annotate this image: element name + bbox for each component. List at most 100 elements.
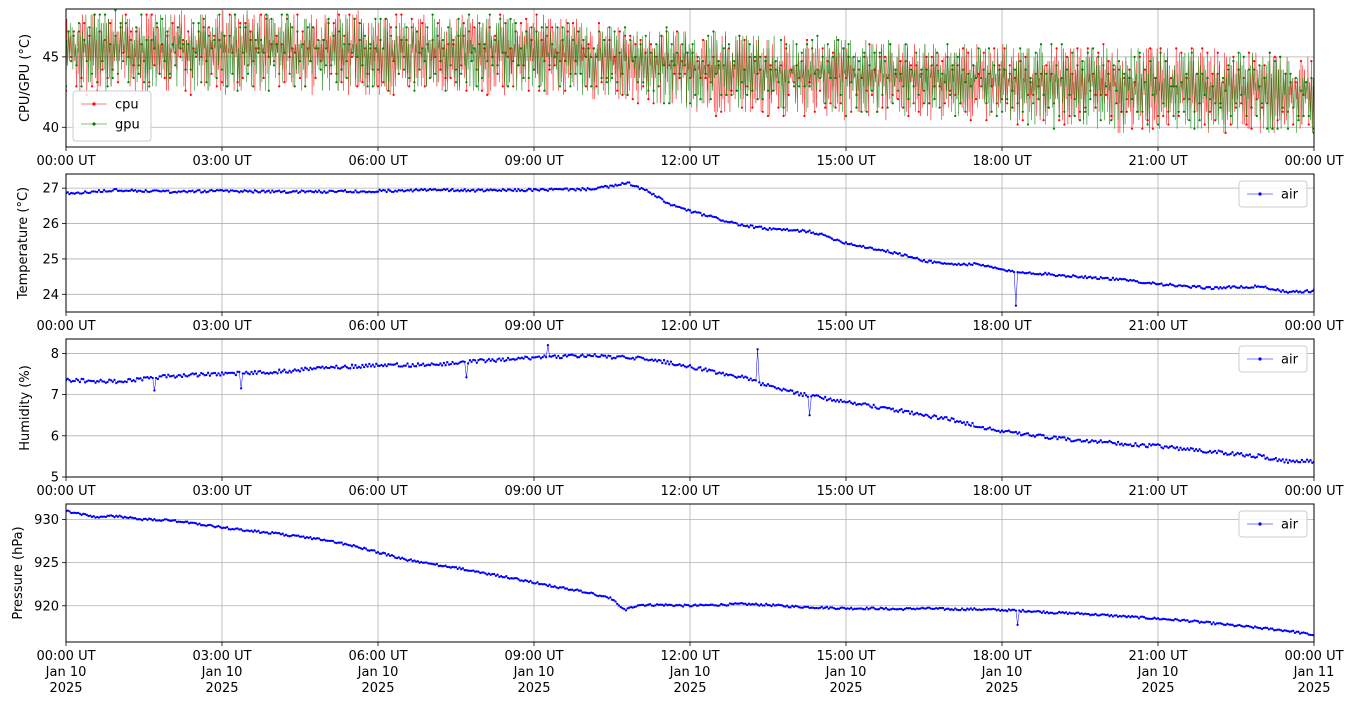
point-gpu (67, 30, 70, 33)
point-pressure-air (1229, 623, 1232, 626)
legend-cpu-label: cpu (115, 98, 139, 113)
point-gpu (795, 43, 798, 46)
point-gpu (787, 81, 790, 84)
point-pressure-air (1059, 611, 1063, 614)
point-temperature-air (253, 189, 257, 192)
point-pressure-air (642, 603, 645, 607)
point-humidity-air (1175, 446, 1179, 449)
point-pressure-air (330, 539, 333, 543)
point-gpu (181, 43, 185, 46)
point-humidity-air (803, 391, 806, 395)
point-gpu (1237, 51, 1240, 54)
point-cpu (1310, 60, 1313, 63)
point-pressure-air (713, 604, 716, 607)
point-humidity-air (792, 392, 796, 395)
point-pressure-air (746, 603, 749, 607)
point-temperature-air (291, 190, 295, 193)
point-humidity-air (1051, 436, 1054, 440)
point-humidity-air (1207, 450, 1210, 454)
point-humidity-air (570, 353, 574, 356)
point-humidity-air (297, 369, 300, 372)
cpu-gpu-x-tick-label-0: 00:00 UT (36, 154, 95, 169)
point-pressure-air (1220, 622, 1224, 626)
point-humidity-air (759, 384, 763, 387)
point-pressure-air (298, 535, 302, 538)
point-temperature-air (983, 265, 986, 268)
point-pressure-air (522, 580, 525, 583)
point-cpu (766, 114, 770, 118)
point-pressure-air (1184, 619, 1187, 622)
point-pressure-air (253, 529, 257, 532)
point-temperature-air (1144, 281, 1148, 285)
point-gpu (798, 85, 801, 88)
point-pressure-air (870, 606, 874, 609)
point-humidity-air (354, 364, 357, 367)
point-cpu (688, 76, 692, 80)
point-humidity-air (196, 375, 199, 378)
point-cpu (1162, 114, 1165, 118)
point-humidity-air (253, 370, 257, 373)
point-temperature-air (411, 190, 414, 193)
point-pressure-air (1194, 619, 1198, 622)
cpu-gpu-legend-box (72, 90, 152, 142)
point-cpu (506, 55, 510, 59)
point-temperature-air (1281, 288, 1284, 292)
point-pressure-air (803, 605, 806, 608)
point-humidity-air (146, 376, 149, 379)
point-cpu (314, 76, 317, 80)
point-temperature-air (1153, 281, 1156, 285)
point-pressure-air (376, 550, 380, 554)
point-temperature-air (1123, 277, 1127, 281)
point-temperature-air (1194, 285, 1198, 289)
point-gpu (1193, 127, 1196, 130)
point-temperature-air (1233, 285, 1236, 288)
point-humidity-air (153, 389, 156, 392)
point-cpu (907, 114, 910, 118)
point-gpu (829, 76, 832, 80)
point-pressure-air (669, 603, 673, 607)
point-cpu (1260, 106, 1264, 109)
point-temperature-air (295, 189, 298, 192)
point-temperature-air (971, 263, 974, 266)
point-gpu (691, 43, 694, 46)
point-pressure-air (350, 545, 354, 548)
point-gpu (363, 34, 367, 37)
point-pressure-air (276, 531, 279, 535)
point-pressure-air (794, 604, 797, 608)
point-humidity-air (258, 369, 262, 373)
temperature-x-tick-label-4: 12:00 UT (660, 319, 719, 334)
point-humidity-air (940, 415, 943, 419)
point-temperature-air (657, 195, 660, 198)
point-temperature-air (89, 191, 92, 194)
point-cpu (699, 76, 702, 80)
point-gpu (670, 43, 673, 46)
point-pressure-air (258, 531, 262, 535)
point-temperature-air (1108, 278, 1111, 281)
point-gpu (805, 43, 809, 46)
point-cpu (231, 51, 234, 54)
point-humidity-air (808, 414, 811, 417)
point-gpu (577, 30, 580, 33)
point-pressure-air (80, 513, 83, 517)
point-humidity-air (470, 360, 473, 364)
point-temperature-air (1113, 278, 1116, 282)
point-pressure-air (1205, 620, 1208, 623)
point-humidity-air (1063, 436, 1066, 439)
point-gpu (470, 60, 473, 63)
point-pressure-air (950, 608, 953, 611)
point-humidity-air (1184, 448, 1187, 452)
point-gpu (499, 17, 502, 20)
point-pressure-air (1264, 626, 1267, 629)
point-temperature-air (583, 187, 586, 191)
point-gpu (213, 38, 216, 42)
point-gpu (252, 85, 255, 88)
point-temperature-air (517, 187, 520, 191)
point-temperature-air (824, 234, 827, 237)
point-temperature-air (688, 209, 692, 212)
point-temperature-air (333, 190, 336, 194)
point-humidity-air (810, 395, 813, 398)
point-gpu (961, 68, 965, 71)
point-temperature-air (921, 260, 924, 263)
